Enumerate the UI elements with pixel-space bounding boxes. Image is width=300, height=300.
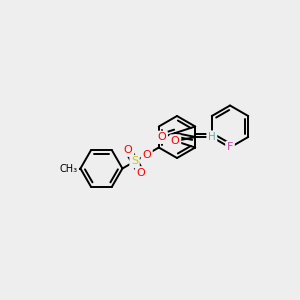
Text: O: O: [158, 132, 166, 142]
Text: H: H: [208, 132, 216, 142]
Text: O: O: [142, 149, 151, 160]
Text: O: O: [171, 136, 180, 146]
Text: O: O: [124, 145, 132, 155]
Text: F: F: [227, 142, 233, 152]
Text: O: O: [137, 168, 146, 178]
Text: CH₃: CH₃: [59, 164, 77, 173]
Text: S: S: [131, 157, 138, 166]
